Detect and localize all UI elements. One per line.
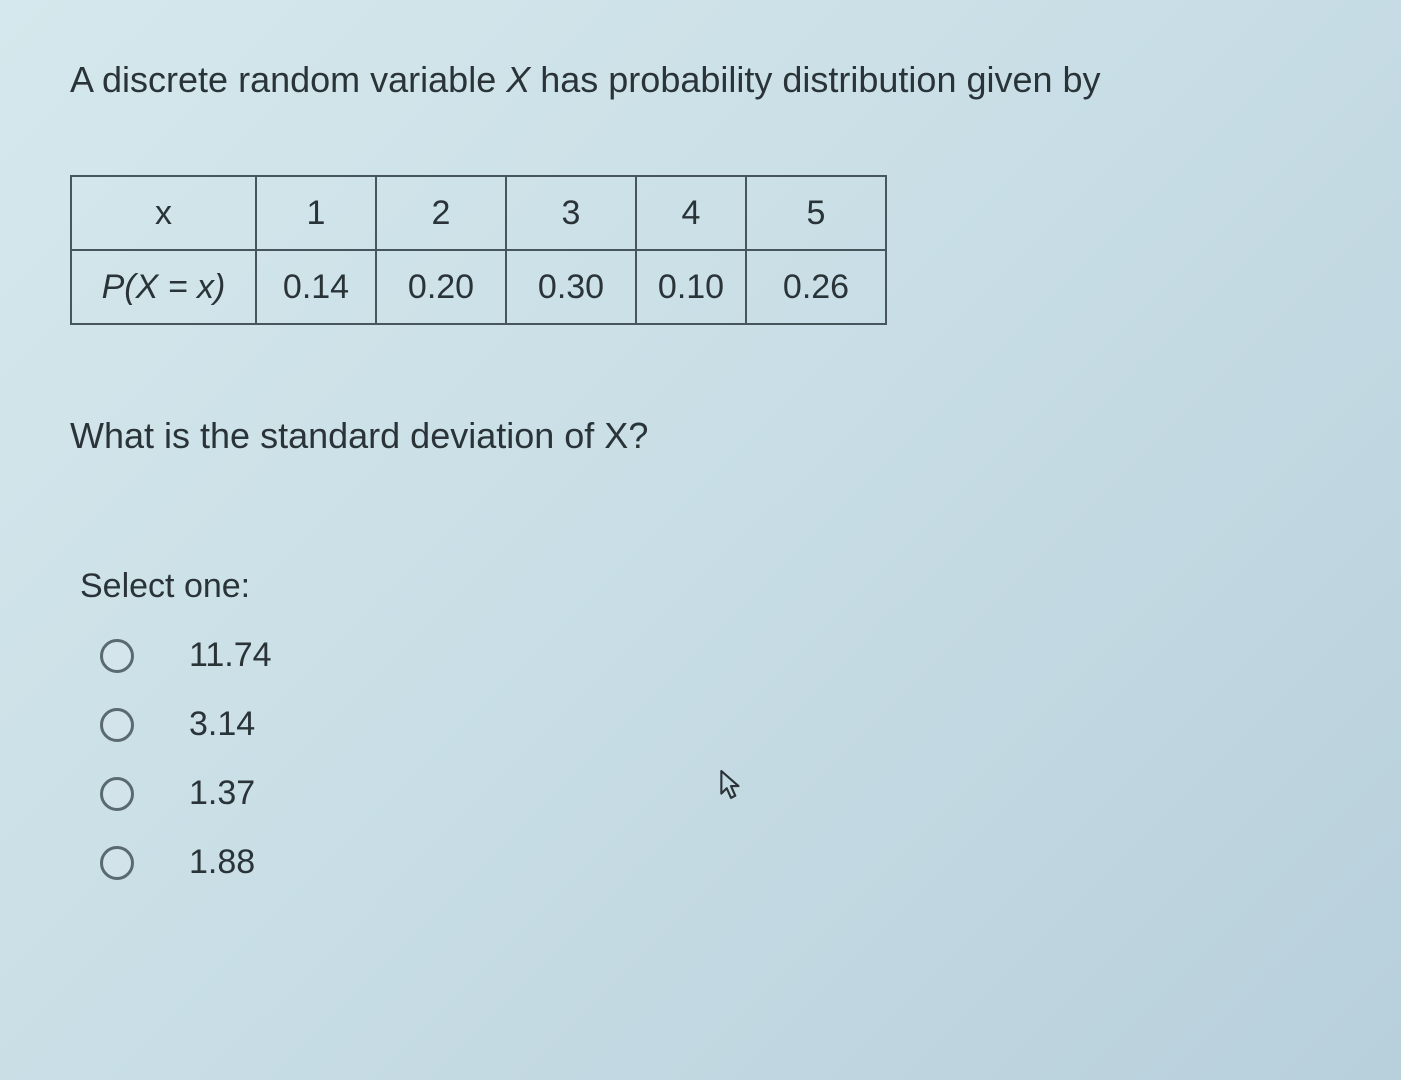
x-value-5: 5: [746, 176, 886, 250]
question-prompt: A discrete random variable X has probabi…: [70, 55, 1341, 105]
question-variable: X: [506, 59, 530, 100]
option-label: 3.14: [189, 705, 255, 744]
option-row[interactable]: 1.88: [100, 843, 1341, 882]
x-value-4: 4: [636, 176, 746, 250]
select-one-label: Select one:: [70, 567, 1341, 606]
option-label: 1.37: [189, 774, 255, 813]
question-suffix: has probability distribution given by: [530, 59, 1100, 100]
radio-button[interactable]: [100, 777, 134, 811]
options-group: 11.74 3.14 1.37 1.88: [70, 636, 1341, 882]
p-value-3: 0.30: [506, 250, 636, 324]
p-value-5: 0.26: [746, 250, 886, 324]
radio-button[interactable]: [100, 639, 134, 673]
option-row[interactable]: 3.14: [100, 705, 1341, 744]
table-row-x: x 1 2 3 4 5: [71, 176, 886, 250]
cursor-icon: [720, 770, 742, 800]
radio-button[interactable]: [100, 708, 134, 742]
option-label: 11.74: [189, 636, 272, 675]
p-value-1: 0.14: [256, 250, 376, 324]
option-label: 1.88: [189, 843, 255, 882]
x-value-1: 1: [256, 176, 376, 250]
sub-question: What is the standard deviation of X?: [70, 415, 1341, 457]
question-prefix: A discrete random variable: [70, 59, 506, 100]
row-label-x: x: [71, 176, 256, 250]
p-value-4: 0.10: [636, 250, 746, 324]
p-value-2: 0.20: [376, 250, 506, 324]
probability-distribution-table: x 1 2 3 4 5 P(X = x) 0.14 0.20 0.30 0.10…: [70, 175, 887, 325]
radio-button[interactable]: [100, 846, 134, 880]
quiz-question-page: A discrete random variable X has probabi…: [0, 0, 1401, 882]
option-row[interactable]: 11.74: [100, 636, 1341, 675]
table-row-px: P(X = x) 0.14 0.20 0.30 0.10 0.26: [71, 250, 886, 324]
x-value-2: 2: [376, 176, 506, 250]
row-label-px: P(X = x): [71, 250, 256, 324]
x-value-3: 3: [506, 176, 636, 250]
